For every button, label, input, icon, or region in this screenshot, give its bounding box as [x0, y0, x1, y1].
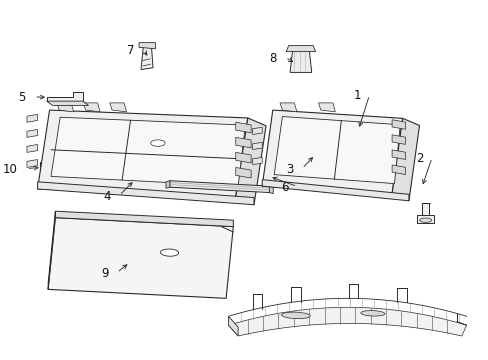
- Text: 1: 1: [353, 89, 360, 102]
- Ellipse shape: [419, 218, 431, 222]
- Polygon shape: [40, 162, 61, 178]
- Polygon shape: [139, 42, 155, 49]
- Polygon shape: [27, 144, 38, 152]
- Polygon shape: [42, 155, 58, 162]
- Polygon shape: [38, 110, 247, 197]
- Polygon shape: [285, 45, 315, 51]
- Text: 8: 8: [269, 51, 276, 64]
- Polygon shape: [165, 181, 169, 188]
- Ellipse shape: [160, 249, 178, 256]
- Polygon shape: [46, 101, 88, 105]
- Text: 5: 5: [18, 91, 25, 104]
- Polygon shape: [141, 46, 153, 69]
- Polygon shape: [280, 103, 296, 112]
- Polygon shape: [48, 218, 233, 298]
- Text: 2: 2: [415, 152, 423, 165]
- Text: 3: 3: [285, 163, 293, 176]
- Polygon shape: [169, 181, 269, 193]
- Polygon shape: [416, 215, 433, 223]
- Polygon shape: [57, 103, 74, 112]
- Polygon shape: [235, 118, 265, 205]
- Text: 4: 4: [103, 190, 110, 203]
- Polygon shape: [51, 117, 245, 186]
- Polygon shape: [228, 316, 238, 336]
- Polygon shape: [235, 152, 251, 163]
- Polygon shape: [109, 103, 126, 112]
- Polygon shape: [252, 127, 262, 134]
- Polygon shape: [391, 150, 405, 159]
- Text: 6: 6: [281, 181, 288, 194]
- Polygon shape: [353, 123, 401, 166]
- Text: 9: 9: [101, 267, 108, 280]
- Polygon shape: [262, 110, 402, 194]
- Polygon shape: [274, 117, 400, 184]
- Ellipse shape: [360, 311, 384, 316]
- Polygon shape: [83, 103, 100, 112]
- Polygon shape: [27, 114, 38, 122]
- Polygon shape: [289, 51, 311, 72]
- Polygon shape: [252, 157, 262, 165]
- Polygon shape: [262, 180, 408, 201]
- Ellipse shape: [281, 312, 310, 319]
- Polygon shape: [27, 130, 38, 137]
- Polygon shape: [46, 92, 82, 101]
- Polygon shape: [252, 142, 262, 149]
- Polygon shape: [38, 182, 253, 205]
- Polygon shape: [391, 165, 405, 175]
- Polygon shape: [228, 307, 466, 336]
- Text: 7: 7: [127, 44, 134, 57]
- Polygon shape: [235, 167, 251, 178]
- Polygon shape: [55, 211, 233, 226]
- Polygon shape: [48, 211, 55, 289]
- Polygon shape: [318, 103, 335, 112]
- Polygon shape: [391, 118, 419, 201]
- Polygon shape: [27, 159, 38, 167]
- Polygon shape: [235, 122, 251, 133]
- Polygon shape: [391, 135, 405, 144]
- Polygon shape: [391, 120, 405, 129]
- Ellipse shape: [150, 140, 165, 146]
- Text: 10: 10: [3, 163, 18, 176]
- Polygon shape: [235, 137, 251, 148]
- Polygon shape: [269, 186, 273, 194]
- Polygon shape: [422, 203, 428, 215]
